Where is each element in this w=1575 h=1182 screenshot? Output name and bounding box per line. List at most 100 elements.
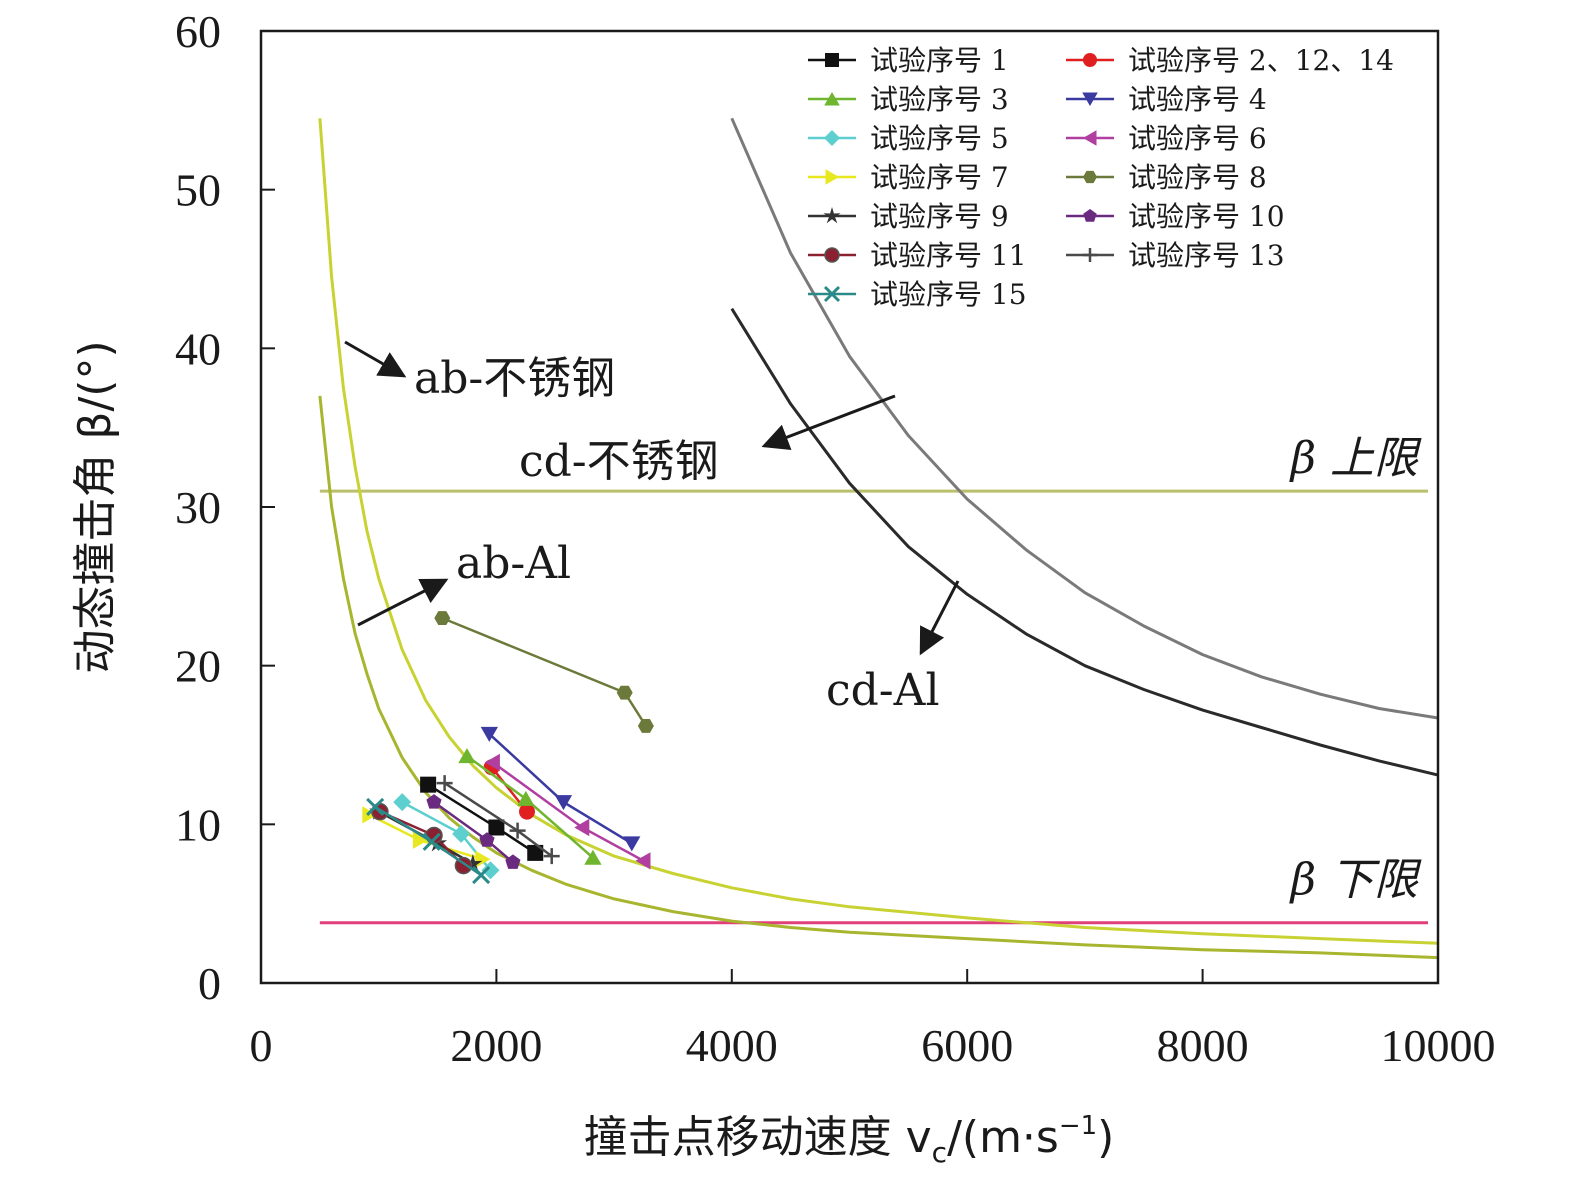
data-marker (1083, 53, 1097, 67)
data-marker (637, 719, 654, 733)
series (420, 776, 544, 861)
data-marker (505, 854, 521, 869)
limit-upper-label: β 上限 (1289, 433, 1422, 484)
axis-ticks: 0 2000 4000 6000 8000 10000 0 10 20 30 40 50 60 (175, 6, 1496, 1071)
annotation-label: ab-Al (456, 538, 571, 589)
series (458, 748, 602, 865)
data-marker (509, 822, 526, 839)
legend-label: 试验序号 5 (870, 122, 1009, 155)
data-marker (475, 850, 491, 868)
data-marker (452, 824, 471, 843)
legend-item: 试验序号 2、12、14 (1066, 44, 1394, 77)
legend-label: 试验序号 3 (870, 83, 1009, 116)
legend-label: 试验序号 1 (870, 44, 1009, 77)
data-marker (823, 285, 841, 303)
y-tick-label: 50 (175, 165, 221, 216)
legend-label: 试验序号 10 (1128, 200, 1285, 233)
x-axis-title: 撞击点移动速度 vc/(m·s−1) (584, 1111, 1115, 1169)
legend: 试验序号 1 试验序号 2、12、14 试验序号 3 试验序号 4 试验序号 5 试验序号… (808, 44, 1394, 311)
data-marker (463, 854, 483, 873)
data-marker (824, 247, 840, 263)
theory-curve (730, 117, 1439, 720)
data-marker (472, 866, 491, 885)
data-marker (584, 849, 602, 865)
data-marker (412, 831, 428, 849)
series (484, 753, 651, 870)
x-tick-label: 10000 (1381, 1020, 1496, 1071)
legend-item: 试验序号 8 (1066, 161, 1267, 194)
x-tick-label: 4000 (686, 1020, 778, 1071)
legend-item: 试验序号 9 (808, 200, 1009, 233)
data-marker (824, 130, 840, 146)
series (480, 726, 641, 852)
annotation-label: cd-Al (826, 665, 940, 716)
data-marker (434, 611, 451, 625)
data-marker (393, 793, 412, 812)
y-axis-title: 动态撞击角 β/(°) (70, 340, 121, 673)
data-marker (635, 852, 651, 870)
legend-label: 试验序号 13 (1128, 239, 1285, 272)
data-marker (825, 169, 839, 185)
data-marker (481, 861, 500, 880)
data-marker (616, 685, 633, 700)
data-marker (1083, 170, 1097, 184)
series (362, 806, 491, 868)
data-marker (554, 795, 573, 811)
data-marker (823, 207, 841, 224)
series (436, 775, 560, 865)
y-tick-label: 60 (175, 6, 221, 57)
legend-item: 试验序号 10 (1066, 200, 1285, 233)
data-marker (1083, 209, 1097, 222)
y-tick-label: 0 (198, 958, 221, 1009)
legend-item: 试验序号 5 (808, 122, 1009, 155)
legend-label: 试验序号 4 (1128, 83, 1267, 116)
legend-label: 试验序号 8 (1128, 161, 1267, 194)
data-marker (623, 836, 641, 852)
y-tick-label: 40 (175, 323, 221, 374)
data-marker (436, 775, 453, 792)
annotation-arrow (919, 580, 960, 656)
legend-label: 试验序号 6 (1128, 122, 1267, 155)
series (366, 797, 491, 885)
annotation-arrow (344, 340, 407, 378)
chart-text: β 上限 β 下限 ab-不锈钢 cd-不锈钢 ab-Al cd-Al (414, 353, 1422, 906)
data-marker (366, 797, 385, 816)
data-marker (527, 844, 544, 861)
limit-lines (319, 489, 1428, 925)
theory-curve (730, 307, 1439, 777)
data-marker (458, 748, 476, 764)
annotation-arrow (357, 578, 449, 627)
data-marker (574, 818, 590, 837)
legend-item: 试验序号 11 (808, 239, 1027, 272)
data-marker (824, 92, 840, 106)
series (434, 611, 654, 733)
annotation-arrows (344, 340, 960, 656)
y-tick-label: 10 (175, 799, 221, 850)
limit-lower-label: β 下限 (1289, 855, 1422, 906)
legend-label: 试验序号 2、12、14 (1128, 44, 1394, 77)
annotation-arrow (761, 394, 896, 450)
x-tick-label: 0 (250, 1020, 273, 1071)
data-marker (1083, 130, 1097, 146)
data-marker (517, 790, 535, 806)
data-marker (488, 819, 505, 836)
y-tick-label: 30 (175, 482, 221, 533)
legend-label: 试验序号 7 (870, 161, 1009, 194)
y-tick-label: 20 (175, 641, 221, 692)
series (426, 794, 521, 869)
annotation-label: cd-不锈钢 (519, 436, 719, 487)
data-marker (426, 794, 442, 809)
legend-item: 试验序号 6 (1066, 122, 1267, 155)
theory-curve (318, 395, 1439, 960)
legend-label: 试验序号 11 (870, 239, 1027, 272)
x-tick-label: 8000 (1157, 1020, 1249, 1071)
legend-item: 试验序号 1 (808, 44, 1009, 77)
legend-item: 试验序号 7 (808, 161, 1009, 194)
data-marker (1082, 92, 1098, 106)
data-marker (543, 848, 560, 865)
annotation-label: ab-不锈钢 (414, 353, 615, 404)
data-series (362, 611, 654, 885)
legend-item: 试验序号 13 (1066, 239, 1285, 272)
data-marker (825, 53, 839, 67)
